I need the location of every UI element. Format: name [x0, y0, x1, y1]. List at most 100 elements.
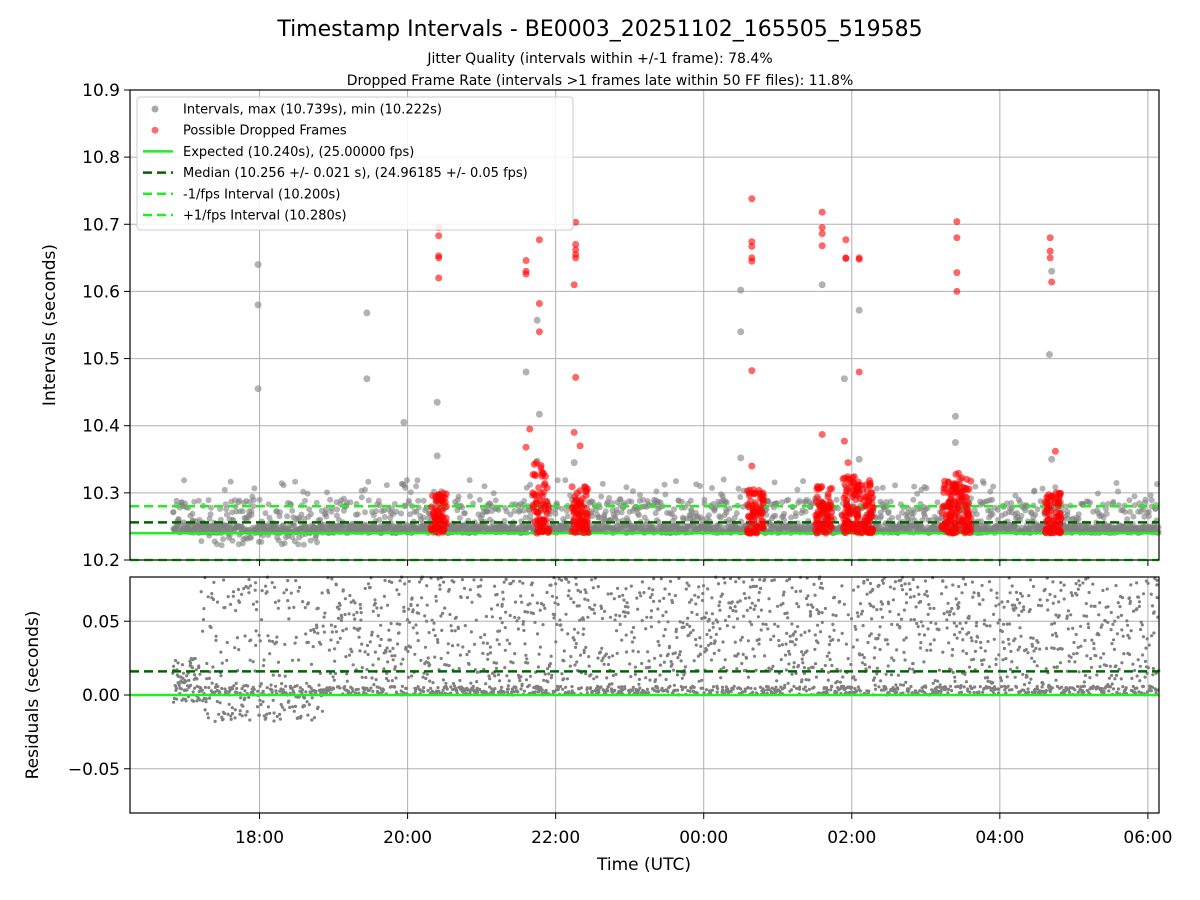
residual-point: [697, 585, 701, 589]
residual-point: [208, 696, 212, 700]
residual-point: [500, 621, 504, 625]
residual-point: [434, 599, 438, 603]
residual-point: [425, 672, 429, 676]
residual-point: [496, 603, 500, 607]
residual-point: [294, 579, 298, 583]
residual-point: [521, 581, 525, 585]
residual-point: [287, 606, 291, 610]
residual-point: [388, 649, 392, 653]
residual-point: [684, 685, 688, 689]
dropped-frame-point: [435, 232, 443, 240]
residual-point: [261, 689, 265, 694]
residual-point: [440, 628, 444, 633]
residual-point: [264, 584, 268, 588]
residual-point: [476, 690, 480, 694]
interval-point: [773, 500, 780, 507]
residual-point: [475, 680, 479, 684]
residual-point: [226, 712, 230, 716]
residual-point: [218, 701, 222, 705]
interval-point: [198, 538, 205, 545]
residual-point: [295, 684, 299, 688]
residual-point: [423, 645, 428, 649]
residual-point: [694, 637, 698, 642]
residual-point: [530, 593, 535, 597]
residual-point: [498, 679, 502, 683]
dropped-frame-point: [813, 529, 821, 537]
residual-point: [537, 652, 541, 656]
residual-point: [179, 687, 183, 691]
interval-point: [661, 481, 668, 488]
interval-point: [1094, 490, 1101, 497]
interval-point: [671, 514, 678, 521]
residual-point: [256, 689, 260, 693]
residual-point: [438, 583, 442, 587]
dropped-frame-point: [812, 519, 820, 527]
residual-point: [230, 711, 235, 716]
residual-point: [746, 675, 751, 679]
residual-point: [725, 624, 730, 628]
interval-point: [376, 502, 383, 509]
residual-point: [642, 591, 646, 595]
residual-point: [428, 663, 432, 667]
residual-point: [288, 705, 292, 710]
residual-point: [612, 597, 616, 601]
residual-point: [723, 658, 727, 662]
legend-label: Possible Dropped Frames: [183, 124, 347, 139]
residual-point: [303, 606, 307, 610]
interval-point: [375, 497, 382, 504]
residual-point: [229, 602, 233, 607]
residual-point: [574, 582, 578, 586]
interval-point: [495, 506, 502, 513]
residual-point: [683, 665, 688, 669]
residual-point: [501, 597, 505, 601]
residual-point: [246, 684, 250, 688]
residual-point: [220, 661, 224, 665]
residual-point: [316, 705, 320, 709]
dropped-frame-point: [858, 482, 865, 489]
dropped-frame-point: [570, 428, 578, 436]
residual-point: [358, 626, 362, 631]
residual-point: [695, 612, 699, 617]
residual-point: [217, 712, 221, 716]
interval-point: [885, 508, 892, 515]
residual-point: [220, 686, 224, 691]
residual-point: [235, 686, 239, 691]
top-y-ticks: 10.210.310.410.510.610.710.810.9: [82, 81, 130, 571]
residual-point: [550, 594, 555, 598]
residual-point: [709, 635, 713, 639]
residual-point: [338, 636, 342, 640]
residual-point: [272, 711, 276, 715]
residual-point: [370, 676, 374, 680]
residual-point: [225, 640, 229, 645]
residual-point: [711, 685, 716, 689]
residual-point: [345, 672, 349, 676]
residual-point: [403, 582, 407, 586]
dropped-frame-point: [582, 491, 590, 499]
residual-point: [576, 631, 580, 635]
residual-point: [385, 646, 389, 650]
interval-point: [393, 508, 400, 515]
residual-point: [390, 679, 394, 683]
residual-point: [690, 610, 694, 615]
interval-point: [1130, 513, 1137, 520]
dropped-frame-point: [1054, 528, 1062, 536]
residual-point: [495, 638, 499, 642]
residual-point: [649, 625, 654, 629]
dropped-frame-point: [748, 462, 756, 470]
interval-point: [420, 514, 427, 521]
residual-point: [319, 642, 323, 646]
residual-point: [264, 716, 268, 720]
residual-point: [511, 579, 515, 583]
residual-point: [430, 618, 434, 622]
residual-point: [626, 611, 630, 615]
interval-point: [802, 508, 809, 515]
interval-point: [170, 509, 177, 516]
residual-point: [197, 666, 201, 670]
dropped-frame-point: [532, 472, 540, 480]
residual-point: [651, 588, 655, 592]
residual-point: [721, 640, 725, 644]
residual-point: [271, 639, 275, 644]
dropped-frame-point: [961, 493, 969, 501]
residual-point: [562, 649, 566, 653]
interval-point: [295, 541, 302, 548]
